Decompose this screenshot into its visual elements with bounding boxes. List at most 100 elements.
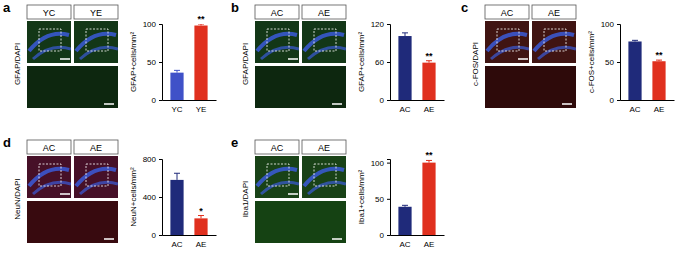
- image-tint: [74, 156, 118, 198]
- micrograph: [532, 21, 576, 63]
- x-axis-line: [391, 235, 445, 236]
- micrograph: [302, 21, 346, 63]
- image-background: [302, 156, 346, 198]
- y-tick: 50: [605, 58, 620, 67]
- zoom-image: [255, 66, 346, 108]
- image-background: [302, 21, 346, 63]
- plot-marks: [628, 40, 665, 100]
- x-axis: ACAE: [391, 100, 445, 114]
- zoom-image-tint: [255, 66, 346, 108]
- image-header-box: [532, 5, 576, 19]
- zoom-image: [255, 201, 346, 243]
- x-tick-label: AE: [424, 240, 435, 249]
- stain-label: Iba1/DAPI: [241, 181, 250, 217]
- y-tick-mark: [387, 163, 390, 164]
- x-tick: AE: [654, 100, 665, 114]
- x-tick: AE: [424, 235, 435, 249]
- zoom-box: [39, 164, 61, 186]
- y-tick: 60: [375, 58, 390, 67]
- y-axis-title: c-FOS+cells/mm²: [587, 31, 596, 93]
- significance: **: [425, 150, 433, 160]
- y-axis: 050100: [371, 159, 391, 240]
- image-tint: [532, 21, 576, 63]
- x-axis-line: [391, 100, 445, 101]
- scale-bar: [288, 193, 298, 195]
- zoom-box: [314, 29, 336, 51]
- x-tick: YC: [171, 100, 182, 114]
- x-axis: ACAE: [163, 235, 217, 249]
- image-header: AE: [548, 8, 560, 18]
- panel: aGFAP/DAPIYCYE050100YCYEGFAP+cells/mm²**: [3, 0, 217, 114]
- y-tick-label: 50: [375, 195, 384, 204]
- micrograph: [485, 21, 529, 63]
- error-bar: [177, 173, 178, 180]
- zoom-box: [267, 29, 289, 51]
- zoom-image-tint: [27, 201, 118, 243]
- y-axis-line: [159, 25, 163, 101]
- y-tick-label: 100: [371, 159, 385, 168]
- image-background: [532, 21, 576, 63]
- y-axis-title: NeuN+cells/mm²: [129, 167, 138, 227]
- y-axis: 050100: [143, 20, 163, 105]
- image-background: [27, 21, 71, 63]
- image-header-box: [255, 140, 299, 154]
- bar: [194, 218, 207, 235]
- micrograph: [255, 21, 299, 63]
- y-axis-line: [387, 25, 391, 101]
- scale-bar: [332, 238, 342, 240]
- y-tick-mark: [159, 24, 162, 25]
- x-axis: ACAE: [391, 235, 445, 249]
- micrograph: [74, 156, 118, 198]
- x-tick: AE: [196, 235, 207, 249]
- stain-label: GFAP/DAPI: [241, 43, 250, 85]
- error-cap: [198, 24, 204, 25]
- significance: *: [199, 206, 203, 216]
- panel: dNeuN/DAPIACAE0400800ACAENeuN+cells/mm²*: [3, 135, 217, 249]
- y-axis: 060120: [371, 20, 391, 105]
- panel: cc-FOS/DAPIACAE050100ACAEc-FOS+cells/mm²…: [461, 0, 675, 114]
- y-tick-label: 0: [152, 96, 157, 105]
- bar: [398, 36, 411, 100]
- x-tick: AC: [629, 100, 640, 114]
- image-header: AC: [271, 8, 284, 18]
- y-axis-title: GFAP+cells/mm²: [129, 32, 138, 93]
- image-header-box: [27, 5, 71, 19]
- x-tick-label: AE: [196, 240, 207, 249]
- y-tick-mark: [387, 62, 390, 63]
- scale-bar: [60, 58, 70, 60]
- micrograph: [255, 156, 299, 198]
- y-tick: 0: [152, 231, 162, 240]
- plot-marks: [398, 160, 435, 235]
- zoom-box: [544, 29, 566, 51]
- image-background: [74, 21, 118, 63]
- bar: [628, 41, 641, 100]
- zoom-box: [86, 164, 108, 186]
- image-header-box: [27, 140, 71, 154]
- image-header: AE: [90, 143, 102, 153]
- x-tick-label: AE: [654, 105, 665, 114]
- scale-bar: [104, 238, 114, 240]
- image-background: [255, 156, 299, 198]
- y-tick-mark: [159, 235, 162, 236]
- image-tint: [255, 156, 299, 198]
- x-axis: AC AE: [621, 100, 675, 114]
- zoom-box: [267, 164, 289, 186]
- scale-bar: [104, 103, 114, 105]
- zoom-box: [39, 29, 61, 51]
- image-header-box: [485, 5, 529, 19]
- error-cap: [632, 40, 638, 41]
- image-header: AC: [501, 8, 514, 18]
- x-axis-line: [163, 100, 217, 101]
- image-tint: [27, 21, 71, 63]
- zoom-box: [314, 164, 336, 186]
- scale-bar: [518, 58, 528, 60]
- x-tick-label: YC: [171, 105, 182, 114]
- image-header-box: [74, 140, 118, 154]
- image-tint: [485, 21, 529, 63]
- plot-marks: [398, 33, 435, 100]
- figure: aGFAP/DAPIYCYE050100YCYEGFAP+cells/mm²**…: [0, 0, 685, 265]
- y-tick: 0: [610, 96, 620, 105]
- image-header: AE: [318, 143, 330, 153]
- y-axis-line: [617, 25, 621, 101]
- y-tick-mark: [387, 24, 390, 25]
